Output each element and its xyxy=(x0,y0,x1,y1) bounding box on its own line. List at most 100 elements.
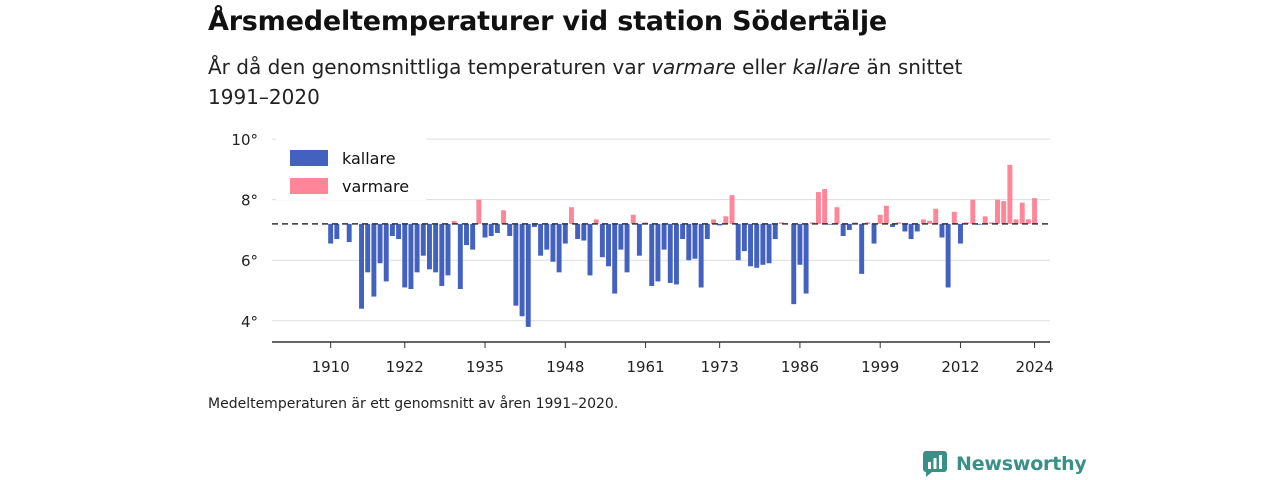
bar-kallare-1945 xyxy=(544,223,550,250)
x-tick-label: 2012 xyxy=(941,358,979,376)
bar-kallare-1932 xyxy=(464,223,469,246)
bar-kallare-1963 xyxy=(655,223,661,282)
bar-kallare-1973 xyxy=(717,223,723,226)
bar-varmare-1953 xyxy=(593,219,599,224)
bar-kallare-1980 xyxy=(760,223,766,265)
bar-kallare-1982 xyxy=(772,223,778,240)
bar-varmare-2024 xyxy=(1032,198,1038,224)
bar-kallare-1951 xyxy=(581,223,587,241)
bar-varmare-2019 xyxy=(1001,201,1007,224)
bar-kallare-2005 xyxy=(914,223,920,232)
bars-layer xyxy=(328,164,1038,327)
bar-kallare-2015 xyxy=(976,223,982,225)
bar-kallare-1933 xyxy=(470,223,476,250)
bar-kallare-1957 xyxy=(618,223,624,250)
bar-kallare-1976 xyxy=(735,223,741,261)
bar-kallare-1971 xyxy=(704,223,710,240)
bar-varmare-2018 xyxy=(995,199,1000,224)
subtitle-cold-word: kallare xyxy=(792,55,861,79)
bar-kallare-2010 xyxy=(945,223,951,288)
bar-kallare-1911 xyxy=(334,223,340,240)
overlay-layer: 4° 6° 8° 10° 1910 1922 1935 1948 1961 1973 1986 199… xyxy=(231,131,1053,376)
bar-varmare-1959 xyxy=(630,214,636,224)
x-tick-label: 1973 xyxy=(701,358,739,376)
bar-varmare-1999 xyxy=(877,214,883,224)
bar-kallare-1918 xyxy=(377,223,383,264)
bar-varmare-1930 xyxy=(451,220,457,224)
bar-kallare-1920 xyxy=(389,223,395,236)
x-tick-label: 1961 xyxy=(626,358,664,376)
x-tick-label: 1922 xyxy=(386,358,424,376)
bar-kallare-1993 xyxy=(840,223,846,236)
bar-varmare-1990 xyxy=(822,189,828,224)
bar-kallare-1942 xyxy=(525,223,531,327)
bar-kallare-1921 xyxy=(396,223,402,240)
subtitle-warm-word: varmare xyxy=(651,55,736,79)
bar-varmare-1983 xyxy=(778,222,784,224)
bar-kallare-1943 xyxy=(531,223,537,227)
bar-kallare-2003 xyxy=(902,223,908,232)
bar-kallare-1955 xyxy=(606,223,611,267)
bar-kallare-2009 xyxy=(939,223,945,238)
bar-varmare-1949 xyxy=(568,207,574,224)
legend: kallare varmare xyxy=(276,138,426,200)
subtitle-part2: eller xyxy=(735,55,793,79)
legend-label-varmare: varmare xyxy=(342,177,409,196)
bar-kallare-1979 xyxy=(754,223,760,268)
bar-kallare-1939 xyxy=(507,223,513,236)
bar-varmare-2014 xyxy=(970,199,976,224)
temperature-bar-chart: 4° 6° 8° 10° 1910 1922 1935 1948 1961 1973 1986 199… xyxy=(231,131,1053,376)
bar-kallare-1970 xyxy=(698,223,704,288)
bar-kallare-1922 xyxy=(402,223,408,288)
bar-kallare-1985 xyxy=(791,223,797,305)
y-tick-label: 4° xyxy=(241,313,258,331)
bar-varmare-1997 xyxy=(865,222,871,224)
bar-kallare-1991 xyxy=(828,223,834,225)
bar-varmare-2022 xyxy=(1019,202,1025,224)
bar-varmare-1989 xyxy=(815,192,821,224)
bar-kallare-1998 xyxy=(871,223,877,244)
brand-logo: Newsworthy xyxy=(922,450,1087,478)
bar-kallare-1917 xyxy=(371,223,377,297)
bar-varmare-2011 xyxy=(951,211,957,224)
bar-kallare-1960 xyxy=(636,223,642,256)
bar-varmare-2008 xyxy=(933,208,939,224)
bar-varmare-2020 xyxy=(1007,164,1013,224)
bar-varmare-2016 xyxy=(982,216,988,224)
bar-varmare-2013 xyxy=(964,222,970,224)
bar-kallare-1915 xyxy=(359,223,365,309)
bar-varmare-2006 xyxy=(920,219,926,224)
y-tick-label: 8° xyxy=(241,192,258,210)
bar-varmare-1995 xyxy=(853,222,858,224)
bar-kallare-1916 xyxy=(365,223,371,273)
bar-kallare-1948 xyxy=(562,223,568,244)
bar-varmare-1961 xyxy=(643,222,649,224)
bar-varmare-2002 xyxy=(896,222,902,224)
x-tick-label: 1999 xyxy=(861,358,899,376)
bar-varmare-1988 xyxy=(809,222,815,224)
bar-varmare-2021 xyxy=(1013,219,1019,224)
bar-kallare-1936 xyxy=(488,223,494,236)
bar-kallare-1919 xyxy=(383,223,389,282)
bar-kallare-1952 xyxy=(587,223,593,276)
x-tick-label: 1948 xyxy=(546,358,584,376)
bar-kallare-1981 xyxy=(766,223,772,264)
bar-kallare-1944 xyxy=(538,223,544,256)
bar-kallare-1967 xyxy=(680,223,686,240)
x-tick-label: 1986 xyxy=(781,358,819,376)
y-tick-label: 6° xyxy=(241,252,258,270)
bar-varmare-2023 xyxy=(1025,219,1031,224)
bar-kallare-1962 xyxy=(649,223,655,286)
bar-kallare-1941 xyxy=(519,223,525,317)
bar-kallare-1927 xyxy=(433,223,439,273)
bar-kallare-1950 xyxy=(575,223,581,240)
bar-kallare-1986 xyxy=(797,223,803,265)
bar-kallare-1937 xyxy=(494,223,500,233)
newsworthy-chart-icon xyxy=(923,451,947,477)
bar-kallare-1923 xyxy=(408,223,414,289)
chart-title: Årsmedeltemperaturer vid station Södertä… xyxy=(208,6,888,37)
x-tick-label: 1910 xyxy=(312,358,350,376)
subtitle-part1: År då den genomsnittliga temperaturen va… xyxy=(208,55,652,79)
bar-kallare-1987 xyxy=(803,223,809,294)
brand-name: Newsworthy xyxy=(956,453,1087,475)
